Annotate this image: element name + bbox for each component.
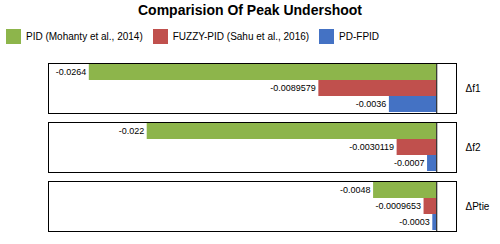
svg-text:-0.0030119: -0.0030119 xyxy=(349,142,394,152)
svg-text:-0.0264: -0.0264 xyxy=(56,67,87,77)
html-text:Comparision Of Peak Undershoot: Comparision Of Peak Undershoot xyxy=(138,2,362,18)
html-text:FUZZY-PID (Sahu et al., 2016): FUZZY-PID (Sahu et al., 2016) xyxy=(172,31,310,42)
html-text:PD-FPID: PD-FPID xyxy=(339,31,380,42)
svg-text:-0.0007: -0.0007 xyxy=(394,158,425,168)
svg-text:-0.0009653: -0.0009653 xyxy=(376,201,422,211)
svg-text:Δf1: Δf1 xyxy=(466,83,481,94)
svg-text:-0.0003: -0.0003 xyxy=(399,217,430,227)
html-text:PID (Mohanty et al., 2014): PID (Mohanty et al., 2014) xyxy=(26,31,143,42)
svg-text:-0.022: -0.022 xyxy=(119,126,145,136)
svg-text:Δf2: Δf2 xyxy=(466,142,481,153)
svg-text:ΔPtie: ΔPtie xyxy=(466,201,490,212)
svg-text:-0.0089579: -0.0089579 xyxy=(270,83,316,93)
svg-text:-0.0036: -0.0036 xyxy=(356,99,387,109)
svg-text:-0.0048: -0.0048 xyxy=(340,185,371,195)
